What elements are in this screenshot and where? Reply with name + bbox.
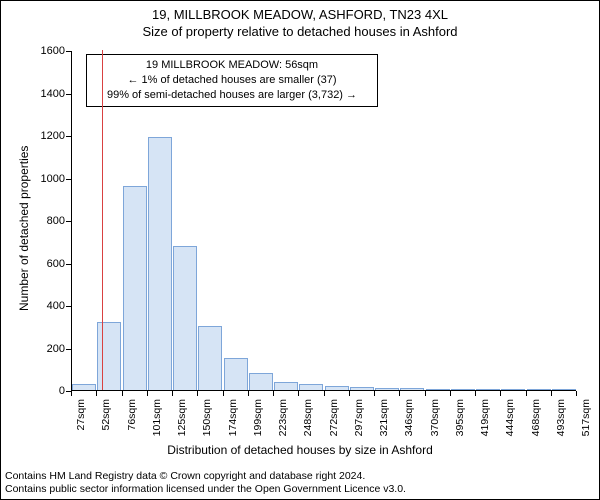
histogram-bar [274,382,298,391]
histogram-bar [148,137,172,390]
y-tick-mark [66,221,71,222]
x-tick-mark [273,391,274,396]
title-line-2: Size of property relative to detached ho… [1,24,599,39]
histogram-bar [350,387,374,390]
x-tick-label: 517sqm [580,399,592,443]
footer-attribution: Contains HM Land Registry data © Crown c… [5,470,595,497]
x-tick-label: 199sqm [252,399,264,443]
histogram-bar [198,326,222,390]
title-line-1: 19, MILLBROOK MEADOW, ASHFORD, TN23 4XL [1,7,599,22]
y-tick-label: 800 [35,215,65,227]
x-tick-mark [349,391,350,396]
histogram-bar [224,358,248,390]
x-tick-label: 297sqm [353,399,365,443]
histogram-bar [123,186,147,390]
y-tick-mark [66,94,71,95]
x-tick-label: 444sqm [504,399,516,443]
x-tick-label: 321sqm [378,399,390,443]
y-tick-label: 200 [35,343,65,355]
y-tick-label: 1000 [35,173,65,185]
x-tick-mark [71,391,72,396]
x-tick-label: 370sqm [429,399,441,443]
y-tick-mark [66,136,71,137]
histogram-bar [299,384,323,390]
y-tick-mark [66,349,71,350]
histogram-bar [173,246,197,391]
histogram-bar [552,389,576,390]
x-tick-label: 150sqm [201,399,213,443]
x-tick-mark [475,391,476,396]
x-tick-label: 395sqm [454,399,466,443]
x-tick-mark [122,391,123,396]
histogram-bar [451,389,475,390]
x-tick-label: 125sqm [176,399,188,443]
y-tick-label: 1600 [35,45,65,57]
x-tick-label: 174sqm [227,399,239,443]
footer-line-1: Contains HM Land Registry data © Crown c… [5,470,595,484]
x-tick-label: 468sqm [530,399,542,443]
x-tick-mark [248,391,249,396]
y-tick-mark [66,51,71,52]
x-tick-mark [147,391,148,396]
footer-line-2: Contains public sector information licen… [5,483,595,497]
x-tick-mark [96,391,97,396]
y-tick-mark [66,179,71,180]
histogram-bar [476,389,500,390]
histogram-bar [375,388,399,390]
chart-container: 19, MILLBROOK MEADOW, ASHFORD, TN23 4XL … [0,0,600,500]
x-tick-label: 76sqm [126,399,138,443]
x-tick-mark [576,391,577,396]
x-tick-label: 223sqm [277,399,289,443]
x-tick-mark [197,391,198,396]
x-tick-label: 248sqm [302,399,314,443]
histogram-bar [426,389,450,390]
x-tick-label: 419sqm [479,399,491,443]
y-tick-mark [66,306,71,307]
x-tick-mark [172,391,173,396]
x-tick-label: 346sqm [403,399,415,443]
histogram-bar [249,373,273,390]
y-tick-mark [66,264,71,265]
x-tick-label: 101sqm [151,399,163,443]
y-tick-label: 1400 [35,88,65,100]
x-tick-mark [500,391,501,396]
x-tick-mark [551,391,552,396]
y-tick-label: 1200 [35,130,65,142]
x-tick-mark [223,391,224,396]
x-tick-label: 52sqm [100,399,112,443]
x-axis-label: Distribution of detached houses by size … [1,443,599,457]
x-tick-mark [298,391,299,396]
histogram-bar [527,389,551,390]
y-tick-label: 0 [35,385,65,397]
x-tick-label: 272sqm [328,399,340,443]
plot-area [71,51,576,391]
x-tick-mark [324,391,325,396]
x-tick-mark [399,391,400,396]
y-tick-label: 600 [35,258,65,270]
x-tick-label: 27sqm [75,399,87,443]
histogram-bar [325,386,349,390]
y-axis-label: Number of detached properties [17,146,31,311]
histogram-bar [501,389,525,390]
x-tick-mark [374,391,375,396]
x-tick-mark [425,391,426,396]
x-tick-mark [526,391,527,396]
y-tick-label: 400 [35,300,65,312]
histogram-bar [400,388,424,390]
property-marker-line [102,50,103,390]
histogram-bar [72,384,96,390]
x-tick-label: 493sqm [555,399,567,443]
x-tick-mark [450,391,451,396]
